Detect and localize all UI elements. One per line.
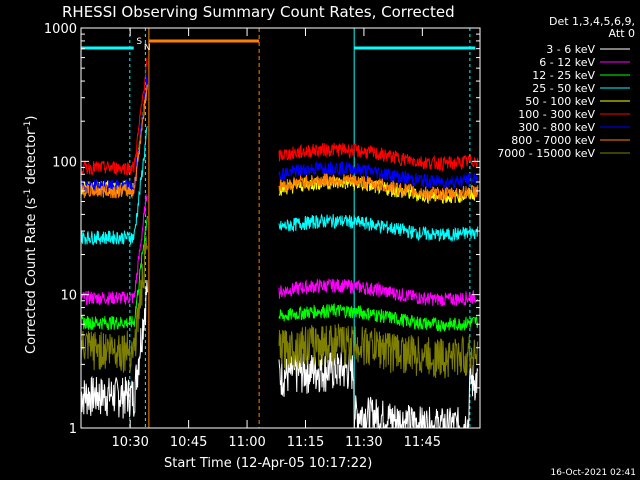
series-8-pre: [80, 236, 148, 373]
series-6-post: [278, 160, 479, 190]
y-tick-label-3: 1000: [44, 22, 77, 37]
legend-header-line1: Det 1,3,4,5,6,9,: [549, 15, 635, 28]
legend-label-0: 3 - 6 keV: [546, 43, 595, 56]
y-axis-label-mid: detector: [24, 129, 39, 189]
x-tick-label-5: 11:45: [404, 435, 441, 450]
series-2-post: [278, 303, 479, 332]
legend-label-7: 800 - 7000 keV: [511, 134, 595, 147]
saa-annotation: S: [136, 37, 142, 47]
series-5-pre: [80, 57, 148, 177]
y-axis-label-exp2: -1: [23, 121, 33, 130]
x-tick-label-4: 11:30: [345, 435, 382, 450]
y-axis-label: Corrected Count Rate (s-1 detector-1): [23, 116, 39, 354]
series-1-pre: [80, 194, 148, 306]
legend-label-2: 12 - 25 keV: [532, 69, 595, 82]
legend-header-line2: Att 0: [609, 27, 635, 40]
y-tick-label-2: 100: [52, 155, 77, 170]
x-axis: 10:30 10:45 11:00 11:15 11:30 11:45: [111, 28, 441, 450]
series-3-pre: [80, 126, 148, 246]
footer-date: 16-Oct-2021 02:41: [551, 468, 636, 478]
legend-label-3: 25 - 50 keV: [532, 82, 595, 95]
series-group: [80, 57, 479, 430]
x-tick-label-1: 10:45: [170, 435, 207, 450]
legend-label-8: 7000 - 15000 keV: [497, 147, 595, 160]
series-7-pre: [80, 84, 148, 199]
y-tick-label-1: 10: [60, 289, 77, 304]
y-axis-label-part: Corrected Count Rate (s: [24, 197, 39, 354]
y-axis-label-exp1: -1: [23, 189, 33, 198]
x-axis-label: Start Time (12-Apr-05 10:17:22): [164, 456, 372, 471]
series-5-post: [278, 142, 479, 172]
series-1-post: [278, 277, 479, 307]
night-annotation: N: [144, 43, 151, 53]
x-tick-label-0: 10:30: [111, 435, 148, 450]
y-axis-label-end: ): [24, 116, 39, 121]
series-0-pre: [80, 280, 148, 419]
y-axis: 1 10 100 1000: [44, 22, 480, 437]
x-tick-label-3: 11:15: [287, 435, 324, 450]
series-3-post: [278, 213, 479, 242]
x-tick-label-2: 11:00: [228, 435, 265, 450]
chart-title: RHESSI Observing Summary Count Rates, Co…: [62, 3, 455, 21]
plot-frame: [80, 27, 481, 429]
y-tick-label-0: 1: [69, 422, 77, 437]
series-7-post: [278, 173, 479, 201]
series-8-post: [278, 323, 479, 379]
series-2-pre: [80, 215, 148, 331]
legend-label-6: 300 - 800 keV: [518, 121, 595, 134]
legend-label-4: 50 - 100 keV: [525, 95, 595, 108]
legend-label-1: 6 - 12 keV: [539, 56, 595, 69]
series-0-post: [278, 352, 479, 430]
legend-label-5: 100 - 300 keV: [518, 108, 595, 121]
